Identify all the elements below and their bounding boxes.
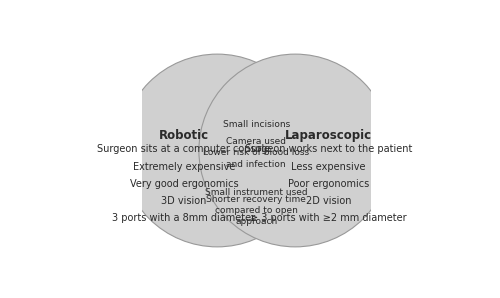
- Text: Very good ergonomics: Very good ergonomics: [130, 179, 238, 189]
- Text: 3D vision: 3D vision: [162, 196, 206, 206]
- Text: Small instrument used: Small instrument used: [205, 188, 308, 198]
- Text: 3 ports with a 8mm diameter: 3 ports with a 8mm diameter: [112, 213, 256, 223]
- Text: Laparoscopic: Laparoscopic: [285, 129, 372, 142]
- Text: Surgeon works next to the patient: Surgeon works next to the patient: [245, 144, 412, 154]
- Text: Small incisions: Small incisions: [222, 119, 290, 129]
- Text: Camera used: Camera used: [226, 137, 286, 146]
- Text: 2D vision: 2D vision: [306, 196, 352, 206]
- Text: Less expensive: Less expensive: [292, 162, 366, 172]
- Text: Surgeon sits at a computer console: Surgeon sits at a computer console: [98, 144, 270, 154]
- Circle shape: [121, 54, 314, 247]
- Text: ≥ 3 ports with ≥2 mm diameter: ≥ 3 ports with ≥2 mm diameter: [250, 213, 407, 223]
- Circle shape: [199, 54, 392, 247]
- Text: Shorter recovery time
compared to open
approach: Shorter recovery time compared to open a…: [206, 195, 306, 226]
- Text: Poor ergonomics: Poor ergonomics: [288, 179, 369, 189]
- Text: Robotic: Robotic: [159, 129, 209, 142]
- Text: Lower risk of blood loss
and infection: Lower risk of blood loss and infection: [203, 148, 310, 169]
- Text: Extremely expensive: Extremely expensive: [133, 162, 235, 172]
